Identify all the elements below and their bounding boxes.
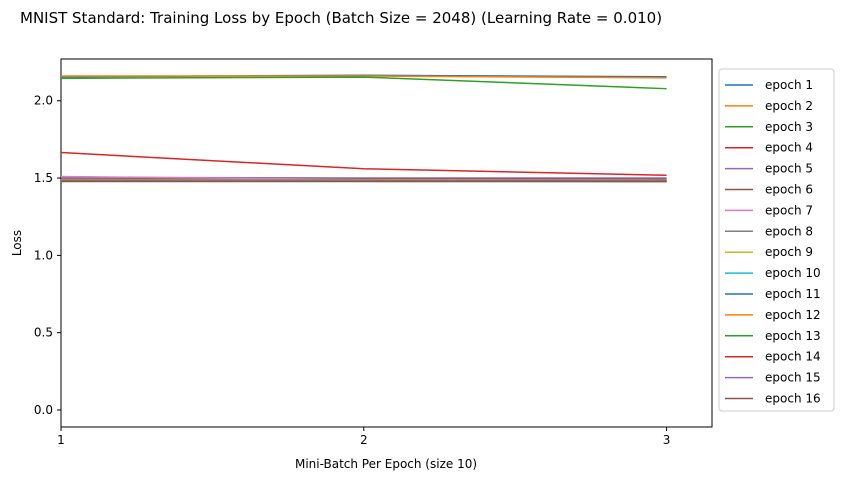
legend-box — [718, 68, 835, 412]
legend-label: epoch 4 — [765, 141, 813, 155]
legend-label: epoch 3 — [765, 120, 813, 134]
x-tick-label: 2 — [360, 433, 368, 447]
y-tick-label: 0.0 — [34, 403, 53, 417]
plot-area-frame — [60, 58, 713, 428]
y-axis-label: Loss — [10, 230, 24, 256]
legend-label: epoch 16 — [765, 392, 821, 406]
legend-label: epoch 12 — [765, 308, 821, 322]
legend-label: epoch 15 — [765, 371, 821, 385]
legend-label: epoch 7 — [765, 203, 813, 217]
legend-label: epoch 8 — [765, 224, 813, 238]
legend-label: epoch 1 — [765, 78, 813, 92]
legend-label: epoch 6 — [765, 183, 813, 197]
legend-label: epoch 14 — [765, 350, 821, 364]
y-axis-ticks: 0.0 0.5 1.0 1.5 2.0 — [34, 94, 61, 417]
x-tick-label: 1 — [57, 433, 65, 447]
legend-label: epoch 13 — [765, 329, 821, 343]
legend-label: epoch 5 — [765, 162, 813, 176]
y-tick-label: 0.5 — [34, 326, 53, 340]
series-line-epoch-4 — [60, 151, 667, 177]
series-lines — [60, 74, 667, 183]
legend-label: epoch 9 — [765, 245, 813, 259]
y-tick-label: 2.0 — [34, 94, 53, 108]
x-axis-label: Mini-Batch Per Epoch (size 10) — [295, 457, 477, 471]
legend-label: epoch 10 — [765, 266, 821, 280]
chart-title: MNIST Standard: Training Loss by Epoch (… — [20, 9, 662, 27]
x-axis-ticks: 1 2 3 — [57, 427, 670, 447]
legend: epoch 1 epoch 2 epoch 3 epoch 4 epoch 5 epoch… — [718, 68, 835, 412]
y-tick-label: 1.5 — [34, 171, 53, 185]
x-tick-label: 3 — [663, 433, 671, 447]
legend-label: epoch 11 — [765, 287, 821, 301]
series-line-epoch-2 — [61, 75, 667, 79]
series-line-epoch-3 — [60, 76, 667, 90]
legend-label: epoch 2 — [765, 99, 813, 113]
y-tick-label: 1.0 — [34, 248, 53, 262]
